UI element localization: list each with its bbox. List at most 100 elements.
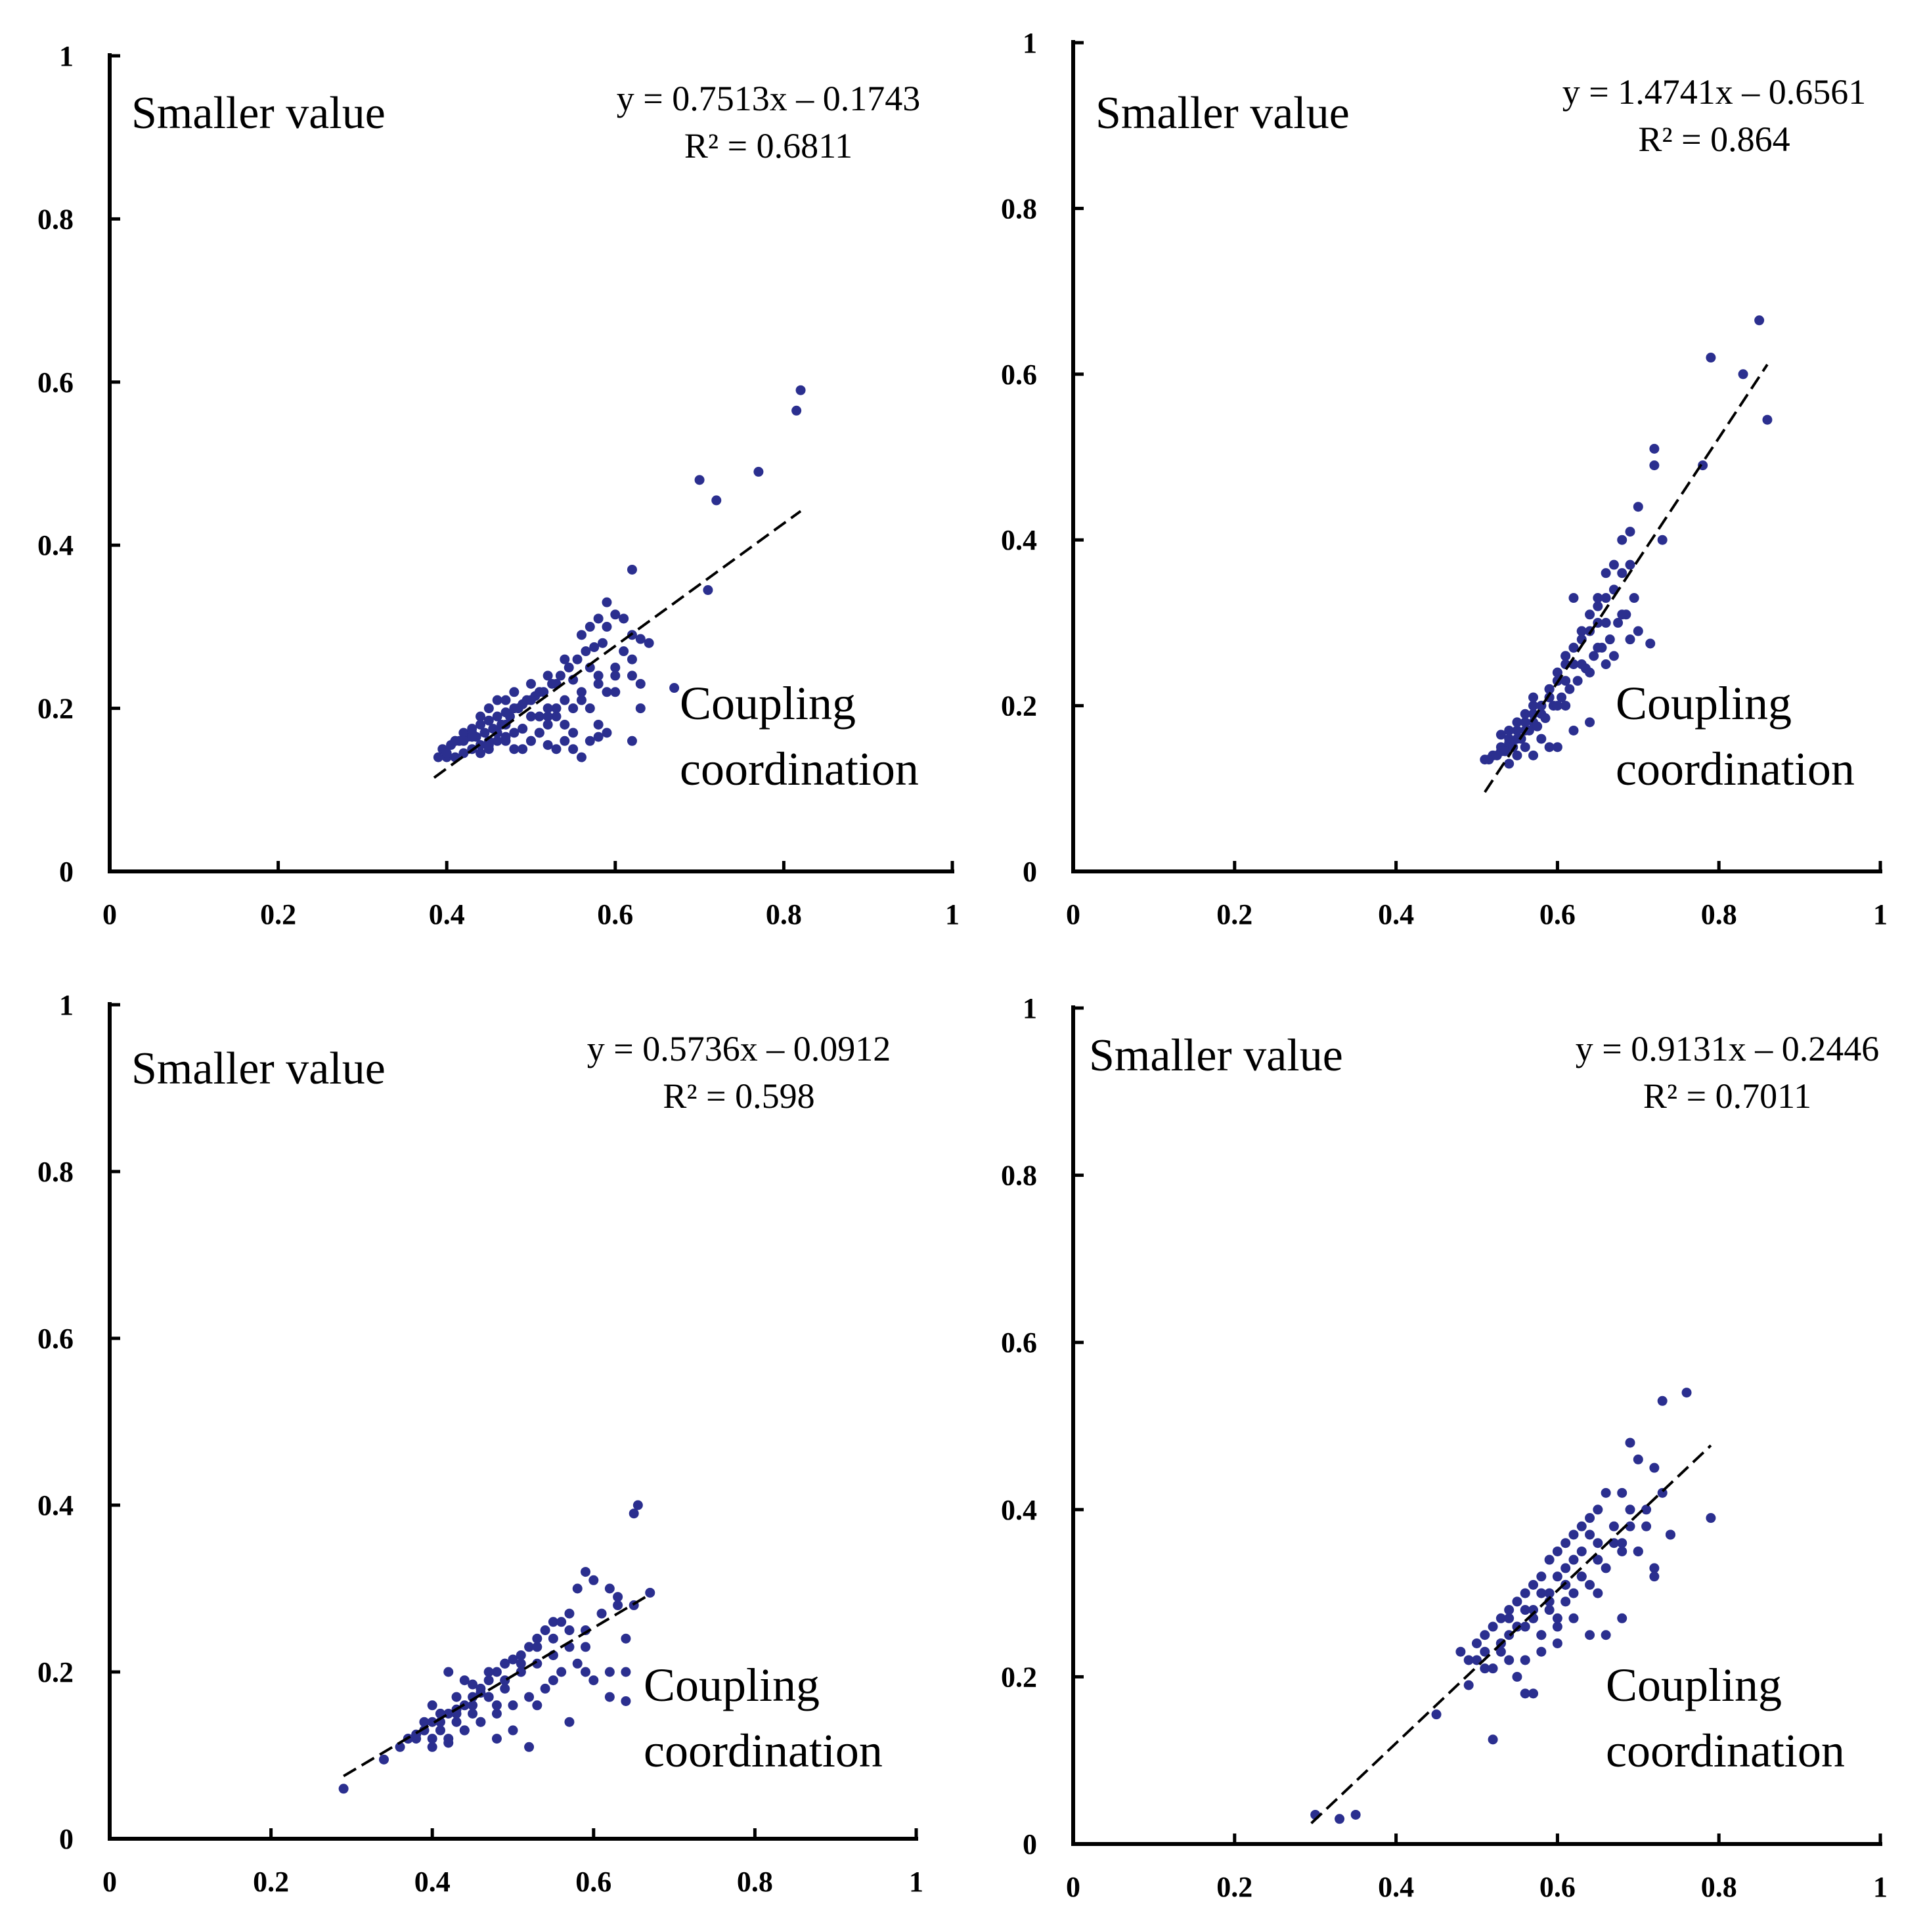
y-tick-label: 1 <box>59 40 74 72</box>
data-point <box>1568 1588 1579 1598</box>
x-tick-label: 0.4 <box>1378 898 1414 931</box>
data-point <box>581 1642 591 1652</box>
scatter-panel-3: 0 0.2 0.4 0.6 0.8 1 0 0.2 0.4 0.6 0.8 1 Smaller valu… <box>37 989 923 1898</box>
data-point <box>635 703 646 714</box>
data-point <box>379 1754 389 1765</box>
data-point <box>1649 1571 1660 1582</box>
data-point <box>1649 460 1660 471</box>
trendline <box>1310 1444 1712 1824</box>
data-point <box>1633 1454 1643 1464</box>
data-point <box>1504 1613 1515 1623</box>
data-point <box>526 695 536 705</box>
data-point <box>1528 750 1539 760</box>
data-point <box>1484 755 1494 765</box>
data-point <box>564 1625 575 1635</box>
data-point <box>1520 742 1530 753</box>
y-tick-label: 1 <box>59 989 74 1021</box>
y-axis-title: Smaller value <box>131 88 386 139</box>
data-point <box>500 1658 510 1669</box>
data-point <box>491 1734 502 1744</box>
data-point <box>551 744 562 755</box>
data-point <box>596 1608 607 1619</box>
data-point <box>468 1709 478 1719</box>
y-tick-label: 0 <box>59 1823 74 1855</box>
data-point <box>483 703 494 714</box>
x-tick-label: 0.2 <box>1216 898 1252 931</box>
data-point <box>476 711 486 722</box>
data-point <box>1738 369 1748 380</box>
data-point <box>1629 593 1639 604</box>
trendline-equation: y = 1.4741x – 0.6561 <box>1562 72 1866 112</box>
data-point <box>1335 1814 1345 1824</box>
data-point <box>1520 709 1530 719</box>
data-point <box>1625 1438 1635 1448</box>
data-point <box>795 385 806 395</box>
data-point <box>1601 1630 1611 1640</box>
data-point <box>644 638 654 648</box>
data-point <box>534 728 544 738</box>
data-point <box>548 1675 558 1686</box>
data-point <box>627 564 637 575</box>
data-point <box>1536 1588 1547 1598</box>
data-point <box>619 646 629 657</box>
data-point <box>568 728 579 738</box>
data-point <box>1552 1613 1562 1623</box>
data-point <box>483 1667 494 1677</box>
data-point <box>1625 1504 1635 1515</box>
data-point <box>1544 1554 1555 1565</box>
data-point <box>1593 1538 1603 1548</box>
data-point <box>1604 634 1615 645</box>
data-point <box>1560 676 1571 686</box>
data-point <box>540 1683 550 1694</box>
x-tick-label: 0.6 <box>1539 1871 1576 1903</box>
data-point <box>588 1675 599 1686</box>
data-point <box>610 670 621 681</box>
data-point <box>602 728 612 738</box>
data-point <box>532 1642 542 1652</box>
data-point <box>1557 692 1567 703</box>
x-tick-label: 0 <box>102 898 117 931</box>
data-point <box>1512 750 1522 760</box>
data-point <box>1572 676 1583 686</box>
data-point <box>1504 758 1515 769</box>
data-point <box>1560 701 1571 711</box>
y-tick-label: 0.4 <box>1001 1494 1037 1526</box>
data-point <box>427 1717 437 1727</box>
data-point <box>1633 626 1643 636</box>
data-point <box>1617 1613 1627 1623</box>
data-point <box>1568 1554 1579 1565</box>
data-point <box>560 654 570 665</box>
data-point <box>1585 609 1595 620</box>
data-point <box>1568 593 1579 604</box>
data-point <box>1520 1605 1530 1615</box>
data-point <box>524 1742 535 1752</box>
x-tick-label: 1 <box>1873 1871 1888 1903</box>
data-point <box>509 744 520 755</box>
data-point <box>1568 1613 1579 1623</box>
data-point <box>509 687 520 697</box>
data-point <box>1480 1646 1490 1657</box>
data-point <box>1504 725 1515 735</box>
data-point <box>1617 535 1627 545</box>
data-point <box>1520 1588 1530 1598</box>
data-point <box>427 1700 437 1711</box>
data-point <box>516 1658 526 1669</box>
data-point <box>443 1667 454 1677</box>
x-tick-label: 0 <box>1066 898 1080 931</box>
data-point <box>419 1717 430 1727</box>
x-tick-label: 0.2 <box>253 1866 289 1898</box>
x-axis-title-line-2: coordination <box>1616 743 1855 795</box>
data-point <box>598 638 608 648</box>
y-axis-title: Smaller value <box>1095 88 1350 139</box>
data-point <box>1593 1554 1603 1565</box>
data-point <box>1528 1688 1539 1699</box>
data-point <box>572 654 583 665</box>
data-point <box>508 1700 518 1711</box>
data-point <box>483 739 494 750</box>
data-point <box>500 707 511 718</box>
data-point <box>509 728 520 738</box>
y-tick-label: 0.8 <box>37 1156 74 1188</box>
data-point <box>1568 1529 1579 1540</box>
data-point <box>1552 1638 1562 1648</box>
x-tick-label: 0 <box>102 1866 117 1898</box>
